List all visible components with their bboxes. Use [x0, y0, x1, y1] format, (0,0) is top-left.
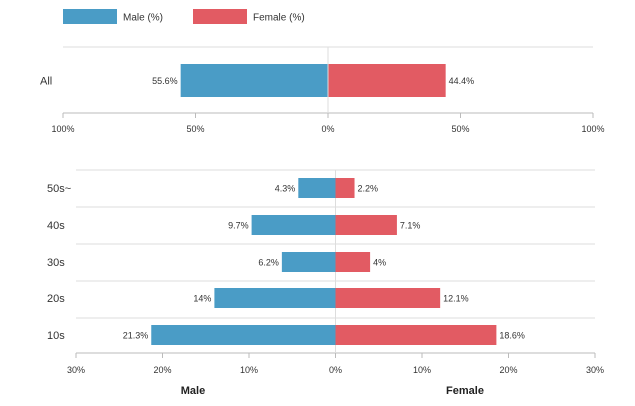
- bar-female: [335, 325, 497, 345]
- category-label: 20s: [47, 293, 65, 305]
- x-axis-label-female: Female: [446, 385, 484, 397]
- category-label: 30s: [47, 257, 65, 269]
- data-label-male: 55.6%: [152, 76, 178, 86]
- bar-male: [281, 252, 336, 272]
- overall-chart: All 55.6% 44.4% 100% 50% 0% 50% 100%: [40, 46, 605, 134]
- legend-male-swatch: [63, 9, 117, 24]
- x-tick-label: 30%: [67, 365, 85, 375]
- data-label-female: 12.1%: [443, 294, 469, 304]
- data-label-female: 4%: [373, 258, 386, 268]
- category-label: 50s~: [47, 183, 71, 195]
- data-label-male: 14%: [193, 294, 211, 304]
- data-label-female: 2.2%: [358, 184, 379, 194]
- bar-male: [298, 178, 336, 198]
- bar-male: [151, 325, 336, 345]
- data-label-male: 4.3%: [275, 184, 296, 194]
- x-tick-label: 10%: [413, 365, 431, 375]
- x-tick-label: 20%: [153, 365, 171, 375]
- x-tick-label: 30%: [586, 365, 604, 375]
- bar-female: [335, 288, 441, 308]
- x-tick-label: 50%: [186, 124, 204, 134]
- data-label-male: 6.2%: [258, 258, 279, 268]
- category-label: 10s: [47, 330, 65, 342]
- x-tick-label: 100%: [51, 124, 74, 134]
- legend-female-label: Female (%): [253, 13, 305, 24]
- bar-male: [214, 288, 336, 308]
- bar-male: [251, 215, 336, 235]
- x-tick-label: 10%: [240, 365, 258, 375]
- data-label-female: 7.1%: [400, 221, 421, 231]
- bar-male-all: [180, 64, 328, 97]
- x-axis-label-male: Male: [181, 385, 205, 397]
- x-tick-label: 100%: [581, 124, 604, 134]
- category-label: All: [40, 76, 52, 88]
- legend-male-label: Male (%): [123, 13, 163, 24]
- x-tick-label: 50%: [451, 124, 469, 134]
- x-tick-label: 0%: [329, 365, 342, 375]
- x-tick-label: 0%: [321, 124, 334, 134]
- bar-female: [335, 252, 371, 272]
- category-label: 40s: [47, 220, 65, 232]
- bar-female-all: [328, 64, 446, 97]
- data-label-male: 21.3%: [123, 331, 149, 341]
- bar-female: [335, 215, 397, 235]
- x-tick-label: 20%: [499, 365, 517, 375]
- bar-female: [335, 178, 355, 198]
- legend-female-swatch: [193, 9, 247, 24]
- data-label-male: 9.7%: [228, 221, 249, 231]
- age-group-chart: 50s~ 4.3% 2.2% 40s 9.7% 7.1% 30s 6.2% 4% 20s 14% 12…: [47, 169, 604, 397]
- data-label-female: 44.4%: [449, 76, 475, 86]
- data-label-female: 18.6%: [499, 331, 525, 341]
- legend: Male (%) Female (%): [63, 9, 305, 24]
